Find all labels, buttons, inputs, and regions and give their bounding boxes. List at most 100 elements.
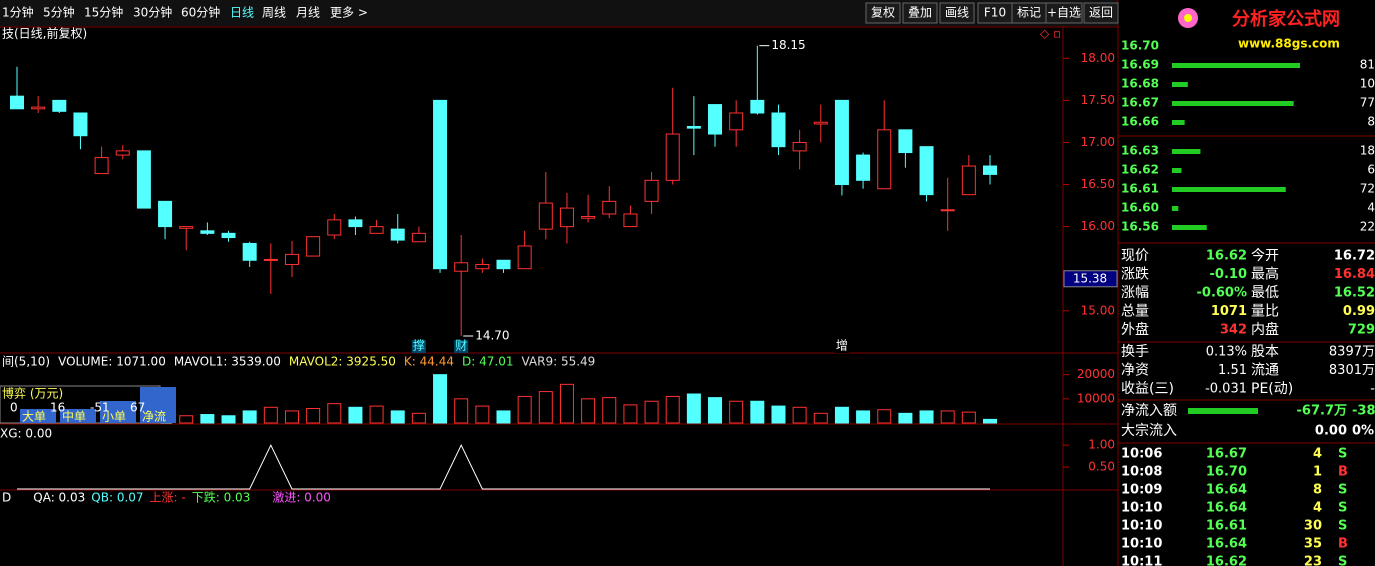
volume-bar: [644, 400, 659, 424]
candle-body: [31, 106, 46, 110]
volume-bar: [390, 410, 405, 424]
order-price: 16.69: [1121, 58, 1159, 72]
period-tab[interactable]: 1分钟: [2, 5, 34, 20]
finance-label: 流通: [1251, 363, 1279, 379]
toolbar-button[interactable]: +自选: [1047, 6, 1081, 20]
toolbar-button[interactable]: 画线: [945, 6, 969, 20]
toolbar-button[interactable]: F10: [984, 6, 1006, 20]
volume-bar: [454, 398, 469, 424]
game-value: 16: [50, 401, 65, 415]
candle-body: [538, 202, 553, 230]
trade-volume: 30: [1304, 519, 1322, 534]
candle-body: [961, 165, 976, 196]
candle-body: [158, 200, 173, 228]
volume-bar: [179, 415, 194, 424]
volume-bar: [623, 404, 638, 424]
annotation: 14.70: [475, 329, 509, 343]
period-tab[interactable]: 周线: [262, 6, 286, 20]
button-frame: [865, 2, 901, 24]
candle-body: [411, 232, 426, 243]
volume-bar: [961, 411, 976, 424]
indicator-label: VAR9: 55.49: [521, 355, 595, 369]
flow-value: 0.00: [1315, 424, 1347, 439]
period-tab[interactable]: 月线: [296, 6, 320, 20]
trade-price: 16.64: [1206, 483, 1247, 498]
trade-price: 16.70: [1206, 465, 1247, 480]
y-tick-label: 17.50: [1081, 93, 1115, 107]
order-bar: [1172, 149, 1201, 154]
finance-value: 8397万: [1329, 345, 1375, 360]
quote-label: 最高: [1251, 266, 1279, 283]
finance-label: 净资: [1121, 363, 1149, 379]
order-volume: 10: [1360, 77, 1375, 91]
candle-body: [919, 146, 934, 196]
quote-label: 涨跌: [1121, 267, 1149, 283]
y-tick-label: 0.50: [1088, 460, 1115, 474]
indicator-label: 激进: 0.00: [272, 491, 331, 505]
candle-body: [644, 179, 659, 202]
signal: 撑: [413, 338, 425, 353]
candle-body: [898, 129, 913, 154]
period-tab[interactable]: 5分钟: [43, 5, 75, 20]
volume-bar: [306, 408, 321, 424]
order-volume: 77: [1360, 96, 1375, 110]
indicator-label: D: 47.01: [462, 355, 513, 369]
trade-side: S: [1338, 519, 1347, 534]
indicator-label: QB: 0.07: [91, 491, 143, 505]
trade-price: 16.62: [1206, 555, 1247, 566]
candle-body: [856, 154, 871, 181]
candle-body: [496, 259, 511, 270]
volume-bar: [475, 405, 490, 424]
period-tab[interactable]: 30分钟: [133, 5, 172, 20]
trade-price: 16.67: [1206, 447, 1247, 462]
trade-price: 16.64: [1206, 537, 1247, 552]
button-frame: [902, 2, 938, 24]
quote-value: -0.10: [1210, 267, 1247, 282]
order-volume: 8: [1367, 115, 1375, 129]
toolbar-button[interactable]: 返回: [1089, 6, 1113, 20]
toolbar-button[interactable]: 标记: [1017, 6, 1041, 20]
candle-body: [686, 125, 701, 129]
crosshair-label: 15.38: [1073, 271, 1107, 285]
candle-body: [242, 242, 257, 261]
finance-label: PE(动): [1251, 381, 1293, 397]
order-volume: 4: [1367, 201, 1375, 215]
toolbar-button[interactable]: 叠加: [908, 6, 932, 20]
trade-side: S: [1338, 447, 1347, 462]
order-price: 16.61: [1121, 182, 1159, 196]
trade-volume: 1: [1313, 465, 1322, 480]
order-bar: [1172, 187, 1286, 192]
logo-url: www.88gs.com: [1238, 37, 1340, 51]
order-volume: 72: [1360, 182, 1375, 196]
candle-body: [348, 219, 363, 228]
period-tab[interactable]: 更多 >: [330, 6, 368, 20]
volume-bar: [665, 395, 680, 424]
candle-body: [877, 129, 892, 190]
finance-value: 0.13%: [1206, 345, 1247, 360]
period-tab[interactable]: 60分钟: [181, 5, 220, 20]
volume-bar: [433, 374, 448, 424]
trade-side: S: [1338, 555, 1347, 566]
quote-value: 16.84: [1334, 267, 1375, 282]
candle-body: [263, 258, 278, 261]
signal-bg: [834, 340, 849, 353]
crosshair-box: [1063, 270, 1118, 288]
toolbar-button[interactable]: 复权: [871, 6, 895, 20]
flow-label: 大宗流入: [1121, 423, 1177, 439]
signal-bg: [454, 340, 469, 353]
period-tab[interactable]: 15分钟: [84, 5, 123, 20]
quote-value: 729: [1348, 323, 1375, 338]
candle-body: [284, 253, 299, 265]
icon[interactable]: ◇ ▫: [1040, 27, 1061, 41]
candle-body: [771, 112, 786, 148]
quote-label: 涨幅: [1121, 285, 1149, 301]
volume-bar: [856, 410, 871, 424]
flow-bar: [1188, 408, 1258, 414]
volume-bar: [792, 406, 807, 424]
period-tab[interactable]: 日线: [230, 6, 254, 20]
volume-bar: [602, 397, 617, 424]
volume-bar: [983, 418, 997, 424]
trade-price: 16.61: [1206, 519, 1247, 534]
game-item: [100, 401, 136, 423]
order-volume: 81: [1360, 58, 1375, 72]
